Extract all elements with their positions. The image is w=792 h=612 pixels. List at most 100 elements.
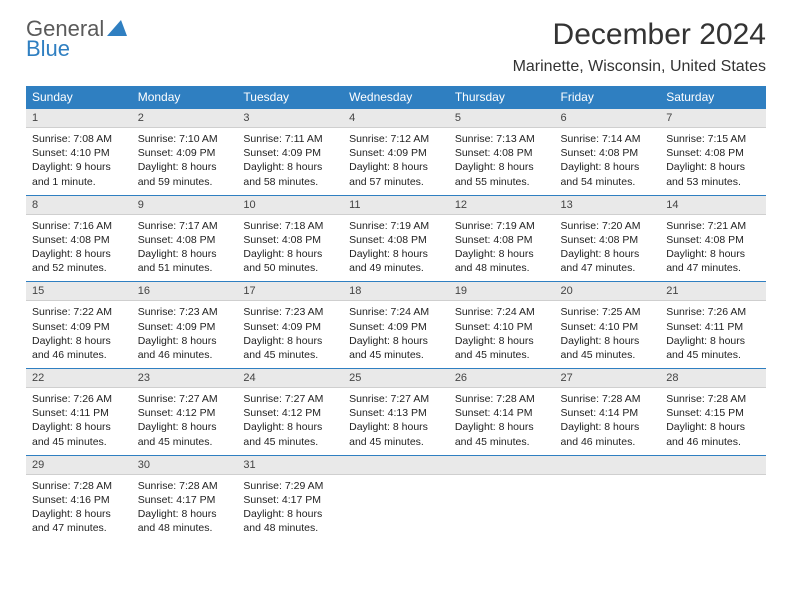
sunset-line: Sunset: 4:11 PM	[666, 320, 760, 334]
sunrise-line: Sunrise: 7:28 AM	[32, 479, 126, 493]
calendar-cell	[343, 455, 449, 542]
day-body	[555, 475, 661, 539]
day-number: 17	[237, 281, 343, 301]
sunrise-line: Sunrise: 7:28 AM	[666, 392, 760, 406]
sunrise-line: Sunrise: 7:19 AM	[349, 219, 443, 233]
day-number: 20	[555, 281, 661, 301]
daylight-line-2: and 54 minutes.	[561, 175, 655, 189]
daylight-line-1: Daylight: 8 hours	[455, 247, 549, 261]
daylight-line-1: Daylight: 8 hours	[243, 160, 337, 174]
calendar-cell	[449, 455, 555, 542]
daylight-line-1: Daylight: 8 hours	[561, 247, 655, 261]
calendar-table: Sunday Monday Tuesday Wednesday Thursday…	[26, 86, 766, 541]
daylight-line-1: Daylight: 8 hours	[32, 247, 126, 261]
daylight-line-1: Daylight: 8 hours	[138, 507, 232, 521]
sunrise-line: Sunrise: 7:27 AM	[349, 392, 443, 406]
calendar-cell: 25Sunrise: 7:27 AMSunset: 4:13 PMDayligh…	[343, 368, 449, 455]
calendar-cell: 23Sunrise: 7:27 AMSunset: 4:12 PMDayligh…	[132, 368, 238, 455]
sunset-line: Sunset: 4:09 PM	[32, 320, 126, 334]
sunset-line: Sunset: 4:08 PM	[666, 146, 760, 160]
col-friday: Friday	[555, 86, 661, 108]
daylight-line-1: Daylight: 8 hours	[455, 160, 549, 174]
day-body: Sunrise: 7:10 AMSunset: 4:09 PMDaylight:…	[132, 128, 238, 195]
location-label: Marinette, Wisconsin, United States	[513, 58, 766, 76]
sunrise-line: Sunrise: 7:13 AM	[455, 132, 549, 146]
daylight-line-2: and 48 minutes.	[138, 521, 232, 535]
calendar-cell: 6Sunrise: 7:14 AMSunset: 4:08 PMDaylight…	[555, 108, 661, 195]
day-number	[555, 455, 661, 475]
daylight-line-2: and 55 minutes.	[455, 175, 549, 189]
day-body: Sunrise: 7:26 AMSunset: 4:11 PMDaylight:…	[660, 301, 766, 368]
sunrise-line: Sunrise: 7:28 AM	[455, 392, 549, 406]
day-body: Sunrise: 7:15 AMSunset: 4:08 PMDaylight:…	[660, 128, 766, 195]
daylight-line-1: Daylight: 8 hours	[561, 334, 655, 348]
day-body: Sunrise: 7:28 AMSunset: 4:14 PMDaylight:…	[555, 388, 661, 455]
daylight-line-2: and 46 minutes.	[138, 348, 232, 362]
daylight-line-2: and 48 minutes.	[455, 261, 549, 275]
day-body: Sunrise: 7:13 AMSunset: 4:08 PMDaylight:…	[449, 128, 555, 195]
daylight-line-1: Daylight: 8 hours	[666, 247, 760, 261]
day-number: 26	[449, 368, 555, 388]
sunset-line: Sunset: 4:13 PM	[349, 406, 443, 420]
sunset-line: Sunset: 4:14 PM	[561, 406, 655, 420]
daylight-line-1: Daylight: 8 hours	[455, 420, 549, 434]
day-body: Sunrise: 7:29 AMSunset: 4:17 PMDaylight:…	[237, 475, 343, 542]
sunrise-line: Sunrise: 7:18 AM	[243, 219, 337, 233]
calendar-cell: 10Sunrise: 7:18 AMSunset: 4:08 PMDayligh…	[237, 195, 343, 282]
calendar-body: 1Sunrise: 7:08 AMSunset: 4:10 PMDaylight…	[26, 108, 766, 541]
daylight-line-1: Daylight: 8 hours	[349, 420, 443, 434]
sunset-line: Sunset: 4:09 PM	[349, 146, 443, 160]
daylight-line-1: Daylight: 8 hours	[455, 334, 549, 348]
day-body: Sunrise: 7:11 AMSunset: 4:09 PMDaylight:…	[237, 128, 343, 195]
day-header-row: Sunday Monday Tuesday Wednesday Thursday…	[26, 86, 766, 108]
day-body	[343, 475, 449, 539]
sunrise-line: Sunrise: 7:12 AM	[349, 132, 443, 146]
daylight-line-1: Daylight: 8 hours	[138, 160, 232, 174]
header: General Blue December 2024 Marinette, Wi…	[26, 18, 766, 76]
calendar-cell: 8 Sunrise: 7:16 AMSunset: 4:08 PMDaylight…	[26, 195, 132, 282]
sunset-line: Sunset: 4:08 PM	[138, 233, 232, 247]
sunset-line: Sunset: 4:15 PM	[666, 406, 760, 420]
sunset-line: Sunset: 4:10 PM	[32, 146, 126, 160]
sunrise-line: Sunrise: 7:16 AM	[32, 219, 126, 233]
sunrise-line: Sunrise: 7:14 AM	[561, 132, 655, 146]
daylight-line-1: Daylight: 8 hours	[138, 420, 232, 434]
day-number: 5	[449, 108, 555, 128]
day-number: 1	[26, 108, 132, 128]
calendar-cell: 2Sunrise: 7:10 AMSunset: 4:09 PMDaylight…	[132, 108, 238, 195]
daylight-line-2: and 45 minutes.	[666, 348, 760, 362]
calendar-cell: 1Sunrise: 7:08 AMSunset: 4:10 PMDaylight…	[26, 108, 132, 195]
week-row: 1Sunrise: 7:08 AMSunset: 4:10 PMDaylight…	[26, 108, 766, 195]
sunrise-line: Sunrise: 7:17 AM	[138, 219, 232, 233]
calendar-cell: 12Sunrise: 7:19 AMSunset: 4:08 PMDayligh…	[449, 195, 555, 282]
col-tuesday: Tuesday	[237, 86, 343, 108]
sunrise-line: Sunrise: 7:19 AM	[455, 219, 549, 233]
calendar-cell: 26 Sunrise: 7:28 AMSunset: 4:14 PMDayligh…	[449, 368, 555, 455]
calendar-cell: 30Sunrise: 7:28 AMSunset: 4:17 PMDayligh…	[132, 455, 238, 542]
sunrise-line: Sunrise: 7:27 AM	[138, 392, 232, 406]
daylight-line-2: and 46 minutes.	[561, 435, 655, 449]
calendar-cell: 20Sunrise: 7:25 AMSunset: 4:10 PMDayligh…	[555, 281, 661, 368]
sunrise-line: Sunrise: 7:11 AM	[243, 132, 337, 146]
sunset-line: Sunset: 4:14 PM	[455, 406, 549, 420]
daylight-line-1: Daylight: 8 hours	[666, 420, 760, 434]
day-body: Sunrise: 7:24 AMSunset: 4:09 PMDaylight:…	[343, 301, 449, 368]
daylight-line-2: and 51 minutes.	[138, 261, 232, 275]
daylight-line-2: and 45 minutes.	[138, 435, 232, 449]
day-number: 14	[660, 195, 766, 215]
day-number: 8	[26, 195, 132, 215]
day-number: 6	[555, 108, 661, 128]
triangle-icon	[107, 20, 127, 41]
calendar-cell: 27Sunrise: 7:28 AMSunset: 4:14 PMDayligh…	[555, 368, 661, 455]
calendar-cell: 15Sunrise: 7:22 AMSunset: 4:09 PMDayligh…	[26, 281, 132, 368]
sunset-line: Sunset: 4:16 PM	[32, 493, 126, 507]
title-block: December 2024 Marinette, Wisconsin, Unit…	[513, 18, 766, 76]
day-number: 28	[660, 368, 766, 388]
calendar-cell: 4Sunrise: 7:12 AMSunset: 4:09 PMDaylight…	[343, 108, 449, 195]
calendar-cell: 13Sunrise: 7:20 AMSunset: 4:08 PMDayligh…	[555, 195, 661, 282]
day-body: Sunrise: 7:19 AMSunset: 4:08 PMDaylight:…	[343, 215, 449, 282]
sunset-line: Sunset: 4:08 PM	[32, 233, 126, 247]
daylight-line-2: and 1 minute.	[32, 175, 126, 189]
daylight-line-2: and 45 minutes.	[349, 348, 443, 362]
day-number: 19	[449, 281, 555, 301]
